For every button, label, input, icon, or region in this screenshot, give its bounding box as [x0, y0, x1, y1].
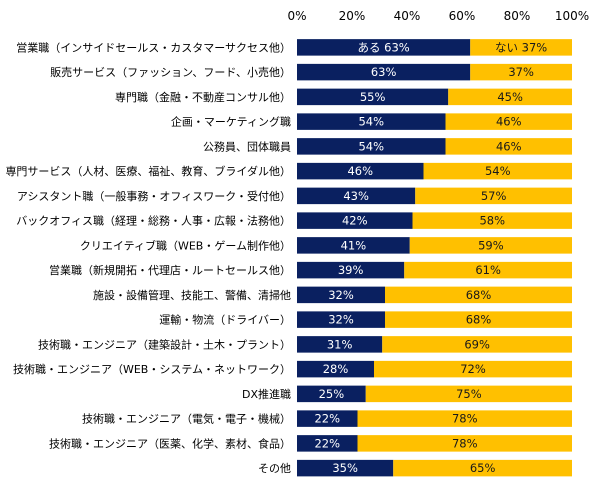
- category-label: 営業職（新規開拓・代理店・ルートセールス他）: [49, 263, 291, 277]
- bar-segment-no: [423, 162, 572, 180]
- category-label: 企画・マーケティング職: [171, 115, 291, 129]
- bar-segment-yes: [297, 162, 424, 180]
- category-label: 運輸・物流（ドライバー）: [159, 313, 291, 327]
- category-label: 技術職・エンジニア（電気・電子・機械）: [82, 412, 291, 426]
- category-label: DX推進職: [242, 387, 291, 401]
- category-label: 技術職・エンジニア（WEB・システム・ネットワーク）: [13, 363, 291, 376]
- bar-rows: 営業職（インサイドセールス・カスタマーサクセス他） ある 63% ない 37% 販売サ…: [5, 39, 572, 477]
- bar-segment-yes: [297, 286, 385, 304]
- category-label: その他: [258, 462, 291, 475]
- x-tick-label: 80%: [504, 9, 531, 23]
- category-label: 公務員、団体職員: [203, 139, 291, 153]
- category-label: クリエイティブ職（WEB・ゲーム制作他）: [80, 238, 291, 252]
- data-label-no: 78%: [452, 412, 478, 426]
- bar-segment-yes: [297, 410, 358, 427]
- bar-segment-yes: [297, 435, 358, 452]
- bar-segment-no: [409, 237, 572, 254]
- bar-segment-yes: [297, 39, 471, 56]
- data-label-yes: 35%: [332, 461, 358, 475]
- bar-segment-yes: [297, 261, 405, 279]
- bar-segment-no: [357, 410, 572, 427]
- data-label-no: 72%: [460, 362, 486, 376]
- bar-segment-no: [374, 360, 572, 378]
- data-label-yes: 22%: [314, 412, 340, 426]
- data-label-no: 46%: [496, 139, 522, 153]
- bar-segment-no: [382, 336, 572, 353]
- category-label: 技術職・エンジニア（建築設計・土木・プラント）: [38, 337, 291, 351]
- category-label: 専門職（金融・不動産コンサル他）: [115, 90, 291, 104]
- data-label-no: ない 37%: [495, 40, 547, 54]
- data-label-no: 58%: [479, 214, 505, 228]
- data-label-no: 68%: [466, 313, 492, 327]
- data-label-no: 57%: [481, 189, 507, 203]
- bar-segment-no: [385, 286, 572, 304]
- category-label: 販売サービス（ファッション、フード、小売他）: [50, 66, 291, 79]
- category-label: 営業職（インサイドセールス・カスタマーサクセス他）: [16, 40, 291, 54]
- bar-segment-no: [448, 88, 572, 106]
- data-label-yes: 42%: [342, 214, 368, 228]
- bar-segment-yes: [297, 212, 413, 229]
- category-label: アシスタント職（一般事務・オフィスワーク・受付他）: [17, 189, 291, 203]
- bar-segment-yes: [297, 88, 449, 106]
- bar-segment-no: [415, 187, 572, 205]
- data-label-yes: 31%: [327, 337, 353, 351]
- bar-segment-yes: [297, 360, 374, 378]
- data-label-no: 78%: [452, 436, 478, 450]
- data-label-yes: ある 63%: [358, 40, 410, 54]
- data-label-yes: 32%: [328, 288, 354, 302]
- x-tick-label: 0%: [287, 9, 306, 23]
- data-label-yes: 41%: [341, 238, 367, 252]
- bar-segment-yes: [297, 385, 366, 403]
- bar-segment-yes: [297, 113, 446, 130]
- data-label-yes: 43%: [343, 189, 369, 203]
- data-label-yes: 25%: [319, 387, 345, 401]
- data-label-yes: 55%: [360, 90, 386, 104]
- data-label-yes: 63%: [371, 65, 397, 79]
- data-label-yes: 28%: [323, 362, 349, 376]
- x-tick-label: 20%: [339, 9, 366, 23]
- data-label-yes: 54%: [358, 139, 384, 153]
- data-label-no: 65%: [470, 461, 496, 475]
- x-tick-label: 60%: [449, 9, 476, 23]
- bar-segment-no: [393, 459, 572, 477]
- bar-segment-no: [445, 113, 572, 130]
- x-tick-label: 100%: [555, 9, 589, 23]
- category-label: 技術職・エンジニア（医薬、化学、素材、食品）: [49, 436, 291, 450]
- bar-segment-yes: [297, 459, 394, 477]
- bar-segment-yes: [297, 63, 471, 81]
- bar-segment-no: [445, 138, 572, 155]
- category-label: 施設・設備管理、技能工、警備、清掃他: [93, 288, 291, 302]
- bar-segment-no: [404, 261, 572, 279]
- bar-segment-yes: [297, 237, 410, 254]
- category-label: バックオフィス職（経理・総務・人事・広報・法務他）: [16, 214, 291, 228]
- data-label-yes: 46%: [347, 164, 373, 178]
- data-label-no: 54%: [485, 164, 511, 178]
- data-label-yes: 32%: [328, 313, 354, 327]
- data-label-no: 75%: [456, 387, 482, 401]
- bar-segment-yes: [297, 187, 416, 205]
- data-label-no: 61%: [475, 263, 501, 277]
- data-label-no: 59%: [478, 238, 504, 252]
- data-label-yes: 54%: [358, 115, 384, 129]
- bar-segment-no: [470, 39, 572, 56]
- data-label-yes: 39%: [338, 263, 364, 277]
- x-tick-label: 40%: [394, 9, 421, 23]
- bar-segment-yes: [297, 311, 385, 328]
- data-label-no: 69%: [464, 337, 490, 351]
- x-axis-ticks: 0% 20% 40% 60% 80% 100%: [287, 9, 589, 23]
- data-label-no: 37%: [508, 65, 534, 79]
- data-label-no: 68%: [466, 288, 492, 302]
- bar-segment-yes: [297, 138, 446, 155]
- data-label-no: 45%: [497, 90, 523, 104]
- bar-segment-no: [470, 63, 572, 81]
- bar-segment-no: [412, 212, 572, 229]
- data-label-yes: 22%: [314, 436, 340, 450]
- bar-segment-no: [357, 435, 572, 452]
- category-label: 専門サービス（人材、医療、福祉、教育、ブライダル他）: [5, 164, 291, 178]
- bar-segment-no: [385, 311, 572, 328]
- bar-segment-no: [365, 385, 572, 403]
- bar-segment-yes: [297, 336, 383, 353]
- data-label-no: 46%: [496, 115, 522, 129]
